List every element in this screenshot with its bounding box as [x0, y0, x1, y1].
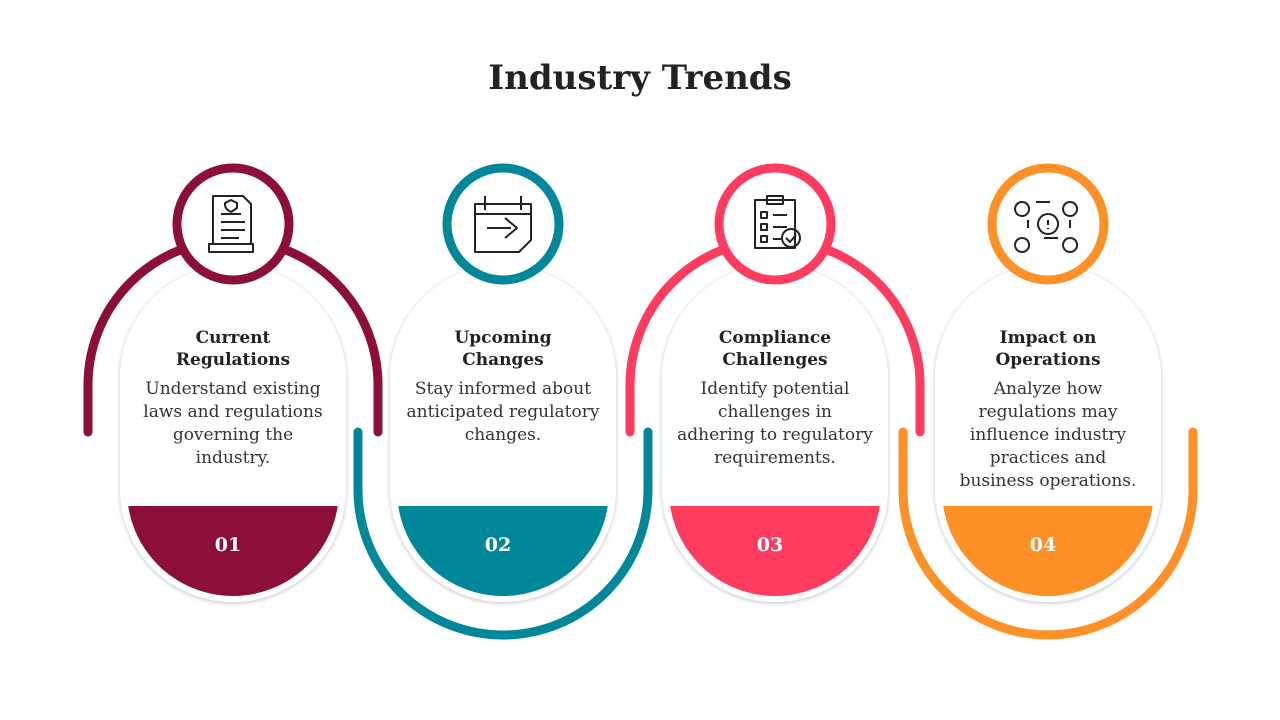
- icon: [208, 195, 254, 253]
- step-number: 02: [484, 534, 512, 556]
- icon: [474, 196, 532, 253]
- connector-arc: [353, 427, 653, 640]
- step-text: Understand existing laws and regulations…: [143, 379, 323, 468]
- icon-ring: [714, 163, 836, 285]
- step-number: 01: [214, 534, 242, 556]
- step-number: 04: [1029, 534, 1057, 556]
- step-number: 03: [756, 534, 784, 556]
- title: Industry Trends: [488, 58, 792, 98]
- icon-ring: [172, 163, 294, 285]
- step-text: Stay informed about anticipated regulato…: [406, 379, 600, 445]
- step-heading: Current Regulations: [175, 328, 291, 370]
- icon-ring: [442, 163, 564, 285]
- connector-arc: [898, 427, 1198, 640]
- step-heading: Impact on Operations: [995, 328, 1101, 370]
- icon: [754, 195, 801, 249]
- step-text: Identify potential challenges in adherin…: [677, 379, 873, 468]
- icon: [1014, 201, 1079, 253]
- step-heading: Compliance Challenges: [718, 328, 832, 370]
- step-heading: Upcoming Changes: [454, 328, 552, 370]
- step-text: Analyze how regulations may influence in…: [959, 379, 1137, 491]
